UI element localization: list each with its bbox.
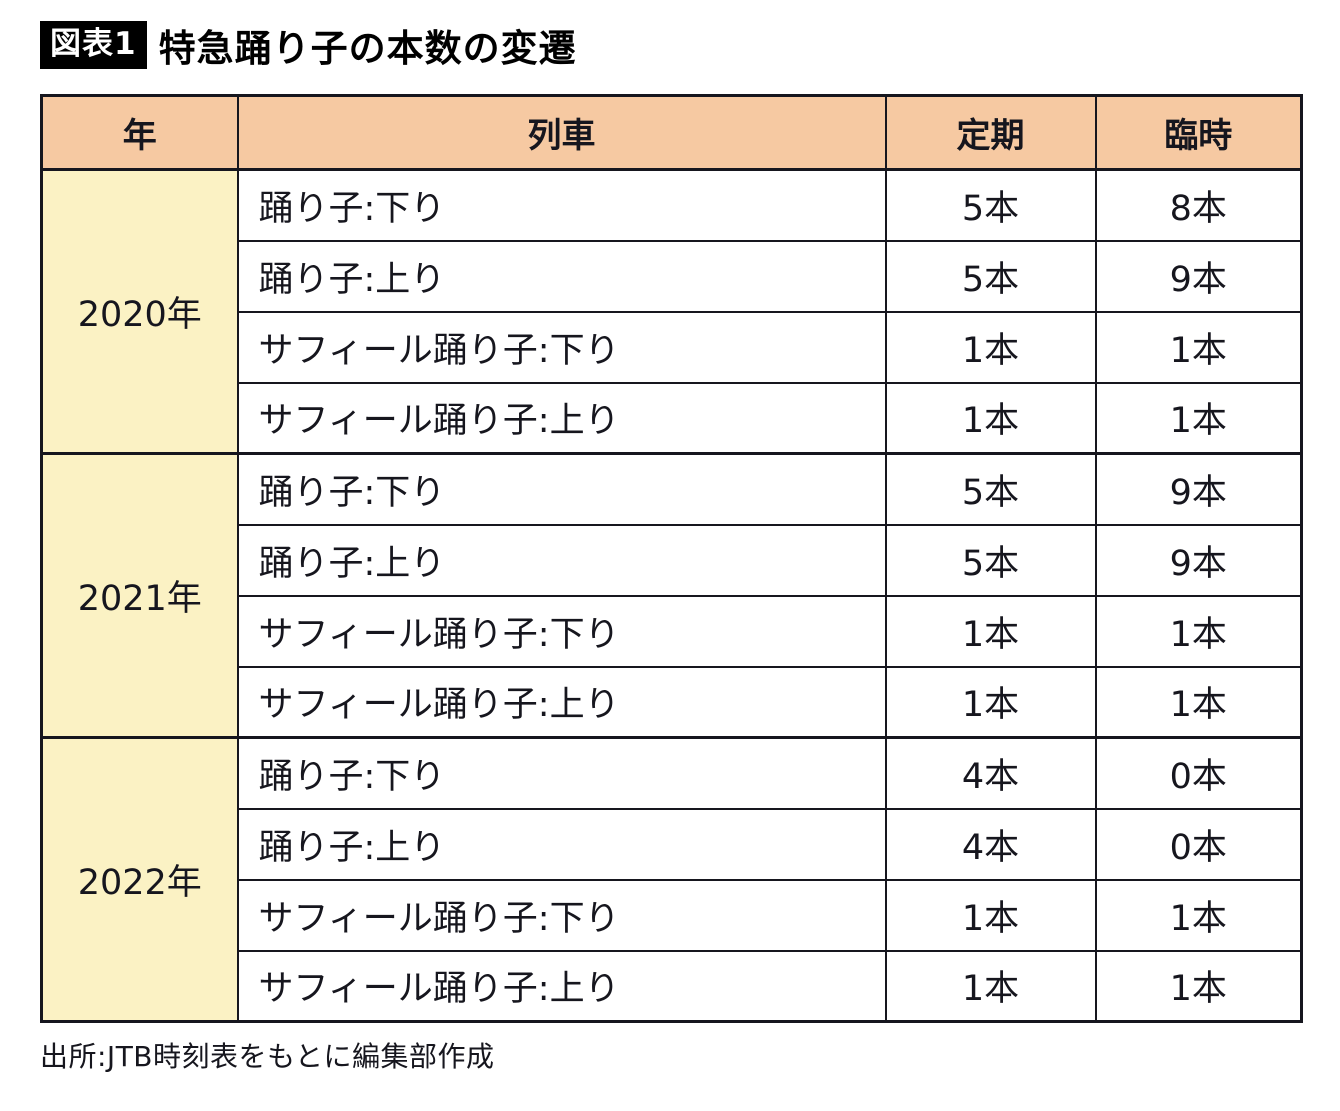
source-note: 出所:JTB時刻表をもとに編集部作成 — [40, 1040, 495, 1073]
table-row: 2021年 踊り子:下り 5本 9本 — [40, 452, 1303, 739]
regular-cell: 4本 — [884, 807, 1097, 881]
regular-cell: 1本 — [884, 878, 1097, 952]
train-cell: サフィール踊り子:上り — [236, 381, 887, 455]
regular-cell: 1本 — [884, 949, 1097, 1023]
regular-cell: 1本 — [884, 665, 1097, 739]
extra-cell: 1本 — [1094, 665, 1303, 739]
table-row: 踊り子:上り 5本 9本 — [42, 523, 1303, 597]
table-row: サフィール踊り子:上り 1本 1本 — [42, 381, 1303, 455]
header-extra: 臨時 — [1094, 94, 1303, 171]
extra-cell: 9本 — [1094, 523, 1303, 597]
extra-cell: 9本 — [1094, 239, 1303, 313]
year-cell-2021: 2021年 — [40, 452, 239, 739]
train-cell: サフィール踊り子:下り — [236, 594, 887, 668]
table-row: サフィール踊り子:下り 1本 1本 — [42, 310, 1303, 384]
table-row: 2022年 踊り子:下り 4本 0本 — [40, 736, 1303, 1023]
train-cell: 踊り子:下り — [236, 168, 887, 242]
train-cell: 踊り子:上り — [236, 523, 887, 597]
regular-cell: 5本 — [884, 523, 1097, 597]
table-row: 2020年 踊り子:下り 5本 8本 — [40, 168, 1303, 455]
year-cell-2022: 2022年 — [40, 736, 239, 1023]
table-row: 踊り子:上り 4本 0本 — [42, 807, 1303, 881]
year-cell-2020: 2020年 — [40, 168, 239, 455]
extra-cell: 0本 — [1094, 736, 1303, 810]
extra-cell: 1本 — [1094, 594, 1303, 668]
regular-cell: 1本 — [884, 310, 1097, 384]
extra-cell: 0本 — [1094, 807, 1303, 881]
train-cell: 踊り子:上り — [236, 807, 887, 881]
train-cell: サフィール踊り子:上り — [236, 665, 887, 739]
regular-cell: 1本 — [884, 594, 1097, 668]
table-row: サフィール踊り子:下り 1本 1本 — [42, 878, 1303, 952]
table-row: サフィール踊り子:下り 1本 1本 — [42, 594, 1303, 668]
figure-title-text: 特急踊り子の本数の変遷 — [158, 27, 577, 70]
extra-cell: 1本 — [1094, 878, 1303, 952]
table-header-row: 年 列車 定期 臨時 — [40, 94, 1303, 171]
train-cell: サフィール踊り子:下り — [236, 310, 887, 384]
table-row: サフィール踊り子:上り 1本 1本 — [42, 949, 1303, 1023]
train-cell: 踊り子:上り — [236, 239, 887, 313]
figure-title: 図表1 特急踊り子の本数の変遷 — [40, 18, 1300, 72]
regular-cell: 1本 — [884, 381, 1097, 455]
extra-cell: 9本 — [1094, 452, 1303, 526]
extra-cell: 1本 — [1094, 310, 1303, 384]
header-regular: 定期 — [884, 94, 1097, 171]
header-train: 列車 — [236, 94, 887, 171]
regular-cell: 5本 — [884, 452, 1097, 526]
regular-cell: 5本 — [884, 239, 1097, 313]
regular-cell: 4本 — [884, 736, 1097, 810]
train-cell: 踊り子:下り — [236, 736, 887, 810]
odoriko-train-table: 年 列車 定期 臨時 2020年 踊り子:下り 5本 8本 踊り子:上り 5本 … — [40, 94, 1303, 1023]
extra-cell: 1本 — [1094, 949, 1303, 1023]
table-row: サフィール踊り子:上り 1本 1本 — [42, 665, 1303, 739]
extra-cell: 8本 — [1094, 168, 1303, 242]
regular-cell: 5本 — [884, 168, 1097, 242]
train-cell: サフィール踊り子:上り — [236, 949, 887, 1023]
train-cell: 踊り子:下り — [236, 452, 887, 526]
extra-cell: 1本 — [1094, 381, 1303, 455]
table-row: 踊り子:上り 5本 9本 — [42, 239, 1303, 313]
train-cell: サフィール踊り子:下り — [236, 878, 887, 952]
figure-badge: 図表1 — [40, 21, 147, 69]
header-year: 年 — [40, 94, 239, 171]
